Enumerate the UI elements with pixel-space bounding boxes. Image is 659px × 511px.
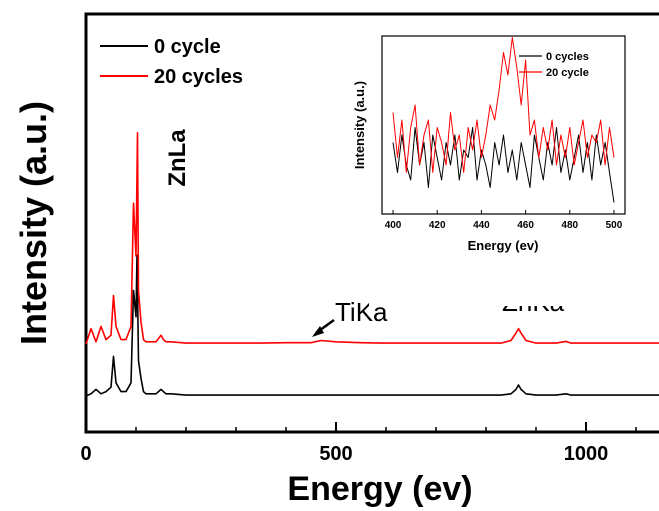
inset-legend: 0 cycles 20 cycle [519, 51, 589, 79]
inset-series-line-0-cycles [392, 127, 615, 203]
main-y-axis-title: Intensity (a.u.) [13, 101, 54, 345]
series-line-20-cycles [85, 132, 659, 345]
inset-x-tick-label-480: 480 [561, 220, 578, 231]
inset-plot-frame [381, 35, 626, 215]
x-tick-label-500: 500 [319, 443, 352, 465]
legend-label-20-cycles: 20 cycles [154, 66, 243, 88]
inset-legend-label-20-cycle: 20 cycle [546, 67, 589, 79]
main-x-axis-title: Energy (ev) [287, 470, 472, 508]
annotation-znla: ZnLa [164, 129, 191, 187]
inset-x-tick-label-440: 440 [473, 220, 490, 231]
inset-legend-label-0-cycles: 0 cycles [546, 51, 589, 63]
series-line-0-cycle [85, 254, 659, 397]
inset-x-tick-label-400: 400 [385, 220, 402, 231]
inset-x-axis-title: Energy (ev) [468, 238, 539, 253]
annotation-tika-arrowhead [312, 326, 324, 337]
inset-x-tick-label-500: 500 [606, 220, 623, 231]
main-legend: 0 cycle 20 cycles [100, 36, 243, 88]
x-tick-label-1000: 1000 [564, 443, 609, 465]
inset-x-tick-label-460: 460 [517, 220, 534, 231]
inset-series-line-20-cycle [392, 37, 615, 173]
inset-background [369, 30, 643, 306]
inset-y-axis-title: Intensity (a.u.) [352, 81, 367, 169]
legend-label-0-cycle: 0 cycle [154, 36, 221, 58]
x-tick-label-0: 0 [80, 443, 91, 465]
inset-x-tick-label-420: 420 [429, 220, 446, 231]
